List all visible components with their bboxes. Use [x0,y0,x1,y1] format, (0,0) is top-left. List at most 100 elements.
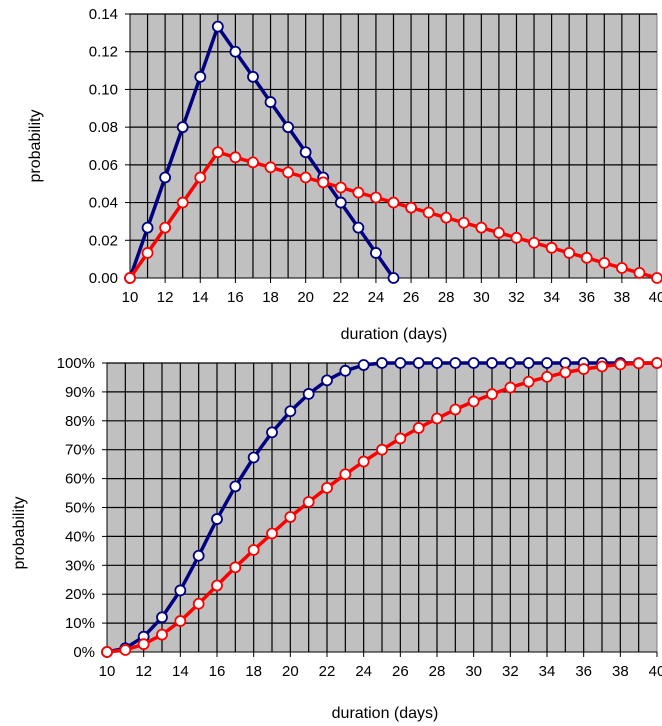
series-0-point [176,121,189,134]
x-tick-label: 36 [575,663,592,680]
pdf-chart: 0.00 0.02 0.04 0.06 0.08 0.10 0.12 0.14 10 12 14 16… [27,6,662,343]
series-1-point [510,231,523,244]
y-tick-label: 0.10 [89,81,118,98]
series-0-point [559,357,572,369]
series-1-point [577,363,590,375]
series-0-point [431,357,443,369]
y-tick-label: 20% [65,586,95,603]
series-0-point [192,549,205,562]
series-1-point [211,146,224,159]
series-1-point [449,403,462,416]
series-1-point [317,176,330,189]
series-0-point [159,171,172,184]
series-0-point [194,70,207,83]
series-0-point [284,405,297,418]
series-1-point [475,221,488,234]
x-tick-label: 32 [502,663,519,680]
series-1-point [440,211,453,224]
series-1-point [137,638,150,651]
y-tick-label: 0.14 [89,6,118,23]
series-1-point [412,422,425,434]
x-tick-label: 40 [649,663,662,680]
series-0-point [352,221,365,234]
x-tick-label: 10 [99,663,116,680]
x-tick-label: 34 [543,289,560,306]
cdf-chart: 0% 10% 20% 30% 40% 50% 60% 70% 80% 90% 100% 10 12 14 1… [11,355,662,722]
series-0-point [321,374,333,387]
y-axis-title: probability [27,110,44,183]
series-1-point [247,544,260,556]
series-1-point [321,481,333,494]
series-0-point [412,357,425,369]
series-1-point [651,272,662,284]
series-0-line [128,24,395,280]
series-1-point [192,597,205,610]
series-0-point [370,247,382,259]
series-0-point [211,513,223,525]
x-tick-label: 30 [465,663,482,680]
series-0-point [141,221,154,234]
series-1-point [370,191,382,204]
series-0-point [357,359,370,371]
x-tick-label: 24 [355,663,372,680]
x-tick-label: 10 [122,289,139,306]
series-1-point [302,496,315,508]
series-1-point [394,432,407,445]
series-1-point [101,646,113,658]
y-tick-label: 0% [73,644,95,661]
series-0-point [467,357,480,369]
series-0-point [504,357,517,369]
x-tick-label: 32 [508,289,525,306]
series-1-point [596,360,608,373]
series-1-point [176,196,189,209]
series-0-point [266,426,278,439]
x-tick-label: 16 [209,663,226,680]
x-tick-label: 14 [192,289,209,306]
series-1-point [522,375,535,388]
series-1-point [633,267,646,279]
series-1-point [124,272,136,284]
series-1-point [651,357,662,369]
series-1-point [492,226,505,239]
series-1-point [431,412,443,425]
series-1-point [174,615,187,627]
series-0-point [247,70,259,83]
series-0-point [486,357,498,369]
series-1-point [247,156,259,169]
y-tick-label: 30% [65,557,95,574]
series-0-point [282,121,295,134]
y-tick-label: 0.08 [89,119,118,136]
series-1-point [299,171,312,184]
series-0-point [376,357,388,369]
series-1-point [614,358,627,371]
y-tick-label: 40% [65,528,95,545]
series-1-point [559,366,572,379]
y-tick-label: 80% [65,413,95,430]
series-1-point [541,370,553,383]
y-tick-label: 10% [65,615,95,632]
series-0-point [302,388,315,400]
series-1-point [159,221,172,234]
series-1-point [615,262,628,274]
x-tick-label: 22 [332,289,349,306]
series-0-point [229,45,242,58]
y-tick-label: 0.12 [89,44,118,61]
y-tick-label: 60% [65,471,95,488]
series-1-point [339,468,352,481]
series-0-point [522,357,535,369]
x-tick-label: 38 [612,663,629,680]
series-1-point [284,511,297,523]
series-1-point [545,241,558,254]
series-1-point [528,236,540,249]
x-tick-label: 20 [297,289,314,306]
x-tick-label: 20 [282,663,299,680]
series-1-point [504,381,517,394]
x-tick-label: 28 [438,289,455,306]
y-tick-label: 50% [65,500,95,517]
y-tick-label: 0.02 [89,232,118,249]
series-0-point [174,584,187,597]
series-1-point [211,579,223,592]
series-1-point [376,443,388,456]
x-tick-label: 34 [539,663,556,680]
